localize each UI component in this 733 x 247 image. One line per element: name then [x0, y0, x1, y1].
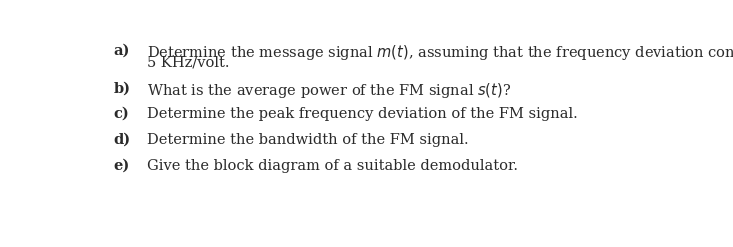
- Text: d): d): [114, 133, 130, 147]
- Text: a): a): [114, 43, 130, 58]
- Text: Determine the message signal $m(t)$, assuming that the frequency deviation const: Determine the message signal $m(t)$, ass…: [147, 43, 733, 62]
- Text: 5 KHz/volt.: 5 KHz/volt.: [147, 55, 230, 69]
- Text: What is the average power of the FM signal $s(t)$?: What is the average power of the FM sign…: [147, 81, 512, 100]
- Text: Determine the peak frequency deviation of the FM signal.: Determine the peak frequency deviation o…: [147, 107, 578, 121]
- Text: Determine the bandwidth of the FM signal.: Determine the bandwidth of the FM signal…: [147, 133, 469, 147]
- Text: b): b): [114, 81, 130, 95]
- Text: e): e): [114, 159, 130, 173]
- Text: c): c): [114, 107, 129, 121]
- Text: Give the block diagram of a suitable demodulator.: Give the block diagram of a suitable dem…: [147, 159, 518, 173]
